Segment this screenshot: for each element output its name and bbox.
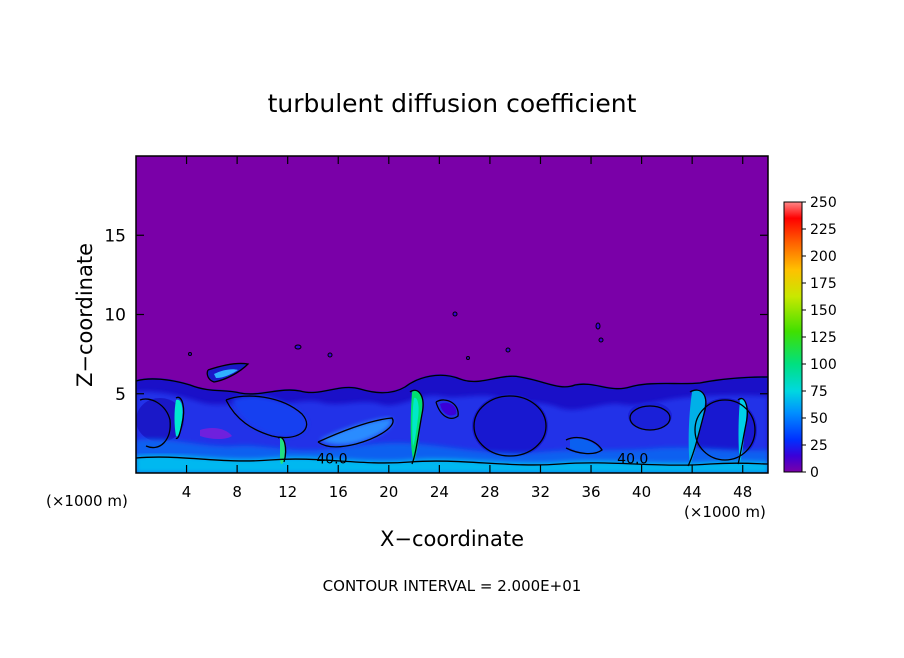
contour-label: 40.0 xyxy=(316,452,347,468)
colorbar-tick-label: 200 xyxy=(810,249,837,265)
colorbar-tick-label: 0 xyxy=(810,465,819,481)
colorbar-tick-label: 125 xyxy=(810,330,837,346)
colorbar-tick-label: 175 xyxy=(810,276,837,292)
colorbar-tick-label: 150 xyxy=(810,303,837,319)
x-axis: 4 8 12 16 20 24 28 32 36 40 44 48 xyxy=(182,156,752,501)
x-tick-label: 32 xyxy=(531,483,550,501)
colorbar-tick-label: 250 xyxy=(810,195,837,211)
heatmap-field xyxy=(136,363,768,473)
colorbar-tick-label: 25 xyxy=(810,438,828,454)
x-tick-label: 48 xyxy=(733,483,752,501)
colorbar xyxy=(783,201,803,473)
colorbar-ticks: 0 25 50 75 100 125 150 175 200 225 250 xyxy=(802,195,837,481)
colorbar-tick-label: 100 xyxy=(810,357,837,373)
x-tick-label: 16 xyxy=(329,483,348,501)
colorbar-tick-label: 225 xyxy=(810,222,837,238)
x-tick-label: 24 xyxy=(430,483,449,501)
colorbar-tick-label: 50 xyxy=(810,411,828,427)
colorbar-tick-label: 75 xyxy=(810,384,828,400)
y-axis: 5 10 15 xyxy=(104,226,768,405)
contour-lines xyxy=(136,362,768,467)
x-tick-label: 40 xyxy=(632,483,651,501)
x-tick-label: 36 xyxy=(581,483,600,501)
contour-label-group: 40.0 40.0 xyxy=(316,452,648,468)
x-tick-label: 20 xyxy=(379,483,398,501)
x-tick-label: 44 xyxy=(683,483,702,501)
x-tick-label: 12 xyxy=(278,483,297,501)
x-tick-label: 4 xyxy=(182,483,192,501)
y-tick-label: 5 xyxy=(115,385,126,405)
chart-title: turbulent diffusion coefficient xyxy=(268,89,637,118)
x-unit-right: (×1000 m) xyxy=(684,503,766,521)
y-tick-label: 10 xyxy=(104,306,126,326)
contour-label: 40.0 xyxy=(617,452,648,468)
x-tick-label: 28 xyxy=(480,483,499,501)
y-axis-label: Z−coordinate xyxy=(73,243,97,387)
x-axis-label: X−coordinate xyxy=(380,527,524,551)
x-unit-left: (×1000 m) xyxy=(46,492,128,510)
isolated-features xyxy=(188,311,604,360)
y-tick-label: 15 xyxy=(104,226,126,246)
contour-interval-note: CONTOUR INTERVAL = 2.000E+01 xyxy=(323,577,582,595)
x-tick-label: 8 xyxy=(232,483,242,501)
